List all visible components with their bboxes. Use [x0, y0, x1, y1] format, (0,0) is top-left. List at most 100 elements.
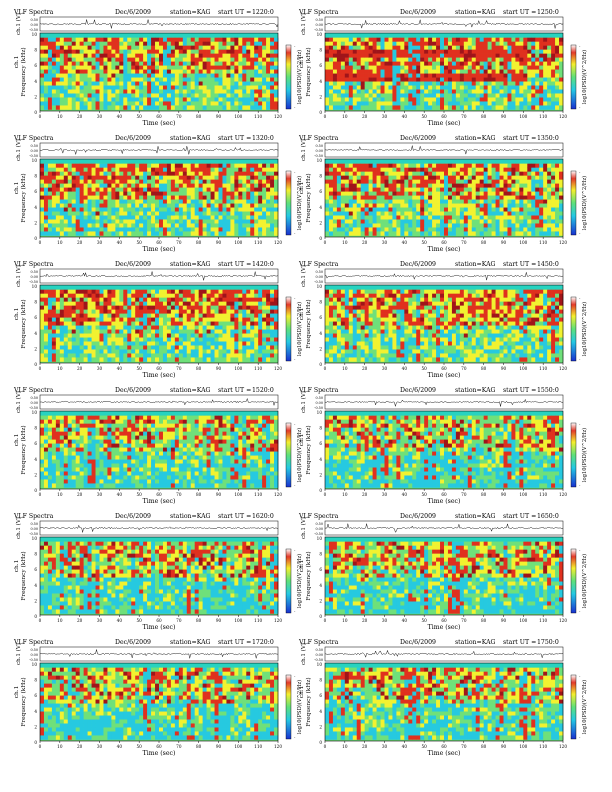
panel-header-label: VLF Spectra [298, 513, 339, 520]
frequency-tick-label: 0 [34, 236, 37, 241]
frequency-tick-label: 0 [319, 110, 322, 115]
time-tick-label: 30 [382, 366, 388, 371]
frequency-tick-label: 0 [34, 110, 37, 115]
frequency-tick-label: 10 [317, 536, 323, 541]
waveform-tick-label: -0.50 [29, 532, 38, 536]
frequency-tick-label: 6 [319, 63, 322, 68]
waveform-tick-label: 0.50 [315, 648, 323, 652]
frequency-ylabel: Frequency (kHz) [305, 299, 312, 348]
waveform-tick-label: -0.50 [29, 154, 38, 158]
time-tick-label: 10 [342, 744, 348, 749]
panel-start-label: start UT = [218, 9, 251, 16]
colorbar-bottom-tick: - [294, 231, 296, 236]
waveform-tick-label: 0.00 [30, 275, 38, 279]
panel-start-label: start UT = [503, 135, 536, 142]
colorbar-label: log10(PSD)(V^2/Hz) [296, 50, 303, 104]
frequency-tick-label: 0 [34, 488, 37, 493]
waveform-trace [324, 398, 564, 408]
time-tick-label: 20 [77, 114, 83, 119]
time-tick-label: 20 [77, 240, 83, 245]
time-tick-label: 110 [539, 744, 547, 749]
frequency-tick-label: 2 [319, 472, 322, 477]
time-tick-label: 90 [216, 492, 222, 497]
time-tick-label: 70 [176, 240, 182, 245]
time-tick-label: 100 [519, 618, 527, 623]
time-tick-label: 90 [216, 744, 222, 749]
time-tick-label: 100 [234, 744, 242, 749]
panel-station: station=KAG [455, 387, 496, 394]
time-tick-label: 0 [39, 492, 42, 497]
time-tick-label: 30 [382, 114, 388, 119]
time-tick-label: 10 [57, 114, 63, 119]
time-tick-label: 10 [342, 492, 348, 497]
time-tick-label: 40 [402, 366, 408, 371]
colorbar-label: log10(PSD)(V^2/Hz) [296, 176, 303, 230]
time-xlabel: Time (sec) [143, 246, 176, 253]
waveform-tick-label: 0.00 [315, 653, 323, 657]
time-tick-label: 80 [481, 240, 487, 245]
frequency-tick-label: 8 [34, 300, 37, 305]
waveform-tick-label: -0.50 [29, 658, 38, 662]
frequency-tick-label: 8 [319, 678, 322, 683]
waveform-trace [324, 649, 564, 659]
panel-station: station=KAG [170, 135, 211, 142]
waveform-ylabel: ch.1 (V) [15, 139, 22, 161]
time-tick-label: 120 [274, 366, 282, 371]
waveform-tick-label: 0.00 [315, 23, 323, 27]
time-tick-label: 80 [481, 744, 487, 749]
panel-start-ut: 1450:0 [537, 261, 559, 268]
time-tick-label: 90 [501, 744, 507, 749]
time-tick-label: 80 [481, 618, 487, 623]
time-tick-label: 40 [402, 114, 408, 119]
time-tick-label: 20 [77, 744, 83, 749]
panel-station: station=KAG [170, 639, 211, 646]
frequency-tick-label: 8 [34, 426, 37, 431]
spectrogram-panel: VLF Spectra Dec/6/2009 station=KAG start UT… [13, 387, 303, 505]
panel-start-label: start UT = [503, 387, 536, 394]
time-tick-label: 0 [324, 114, 327, 119]
time-tick-label: 60 [441, 492, 447, 497]
frequency-tick-label: 0 [319, 614, 322, 619]
frequency-tick-label: 6 [319, 189, 322, 194]
frequency-tick-label: 6 [34, 315, 37, 320]
time-tick-label: 50 [421, 744, 427, 749]
frequency-ylabel: Frequency (kHz) [305, 425, 312, 474]
panel-start-ut: 1350:0 [537, 135, 559, 142]
time-tick-label: 60 [156, 240, 162, 245]
time-tick-label: 0 [324, 744, 327, 749]
time-tick-label: 100 [234, 366, 242, 371]
frequency-tick-label: 2 [34, 94, 37, 99]
spectrogram-panel: VLF Spectra Dec/6/2009 station=KAG start UT… [298, 135, 588, 253]
spectrogram-panel: VLF Spectra Dec/6/2009 station=KAG start UT… [13, 639, 303, 757]
time-tick-label: 90 [501, 492, 507, 497]
time-tick-label: 50 [421, 240, 427, 245]
frequency-tick-label: 4 [319, 457, 322, 462]
frequency-ylabel-channel: ch.1 [299, 56, 305, 69]
panel-date: Dec/6/2009 [400, 261, 436, 268]
frequency-tick-label: 0 [319, 740, 322, 745]
colorbar-label: log10(PSD)(V^2/Hz) [581, 428, 588, 482]
time-tick-label: 90 [216, 114, 222, 119]
frequency-tick-label: 2 [34, 472, 37, 477]
panel-start-ut: 1550:0 [537, 387, 559, 394]
waveform-ylabel: ch.1 (V) [15, 643, 22, 665]
frequency-tick-label: 8 [34, 552, 37, 557]
time-tick-label: 10 [57, 618, 63, 623]
time-tick-label: 0 [39, 618, 42, 623]
panel-date: Dec/6/2009 [115, 9, 151, 16]
spectrogram-panel: VLF Spectra Dec/6/2009 station=KAG start UT… [13, 9, 303, 127]
time-tick-label: 80 [481, 366, 487, 371]
panel-start-ut: 1750:0 [537, 639, 559, 646]
waveform-tick-label: -0.50 [314, 658, 323, 662]
panel-start-label: start UT = [218, 387, 251, 394]
frequency-tick-label: 10 [317, 410, 323, 415]
colorbar [570, 44, 577, 110]
time-tick-label: 20 [362, 114, 368, 119]
time-tick-label: 60 [441, 240, 447, 245]
time-tick-label: 80 [481, 114, 487, 119]
frequency-tick-label: 8 [34, 174, 37, 179]
frequency-tick-label: 2 [34, 220, 37, 225]
waveform-trace [39, 271, 279, 281]
colorbar [570, 170, 577, 236]
waveform-tick-label: -0.50 [314, 28, 323, 32]
